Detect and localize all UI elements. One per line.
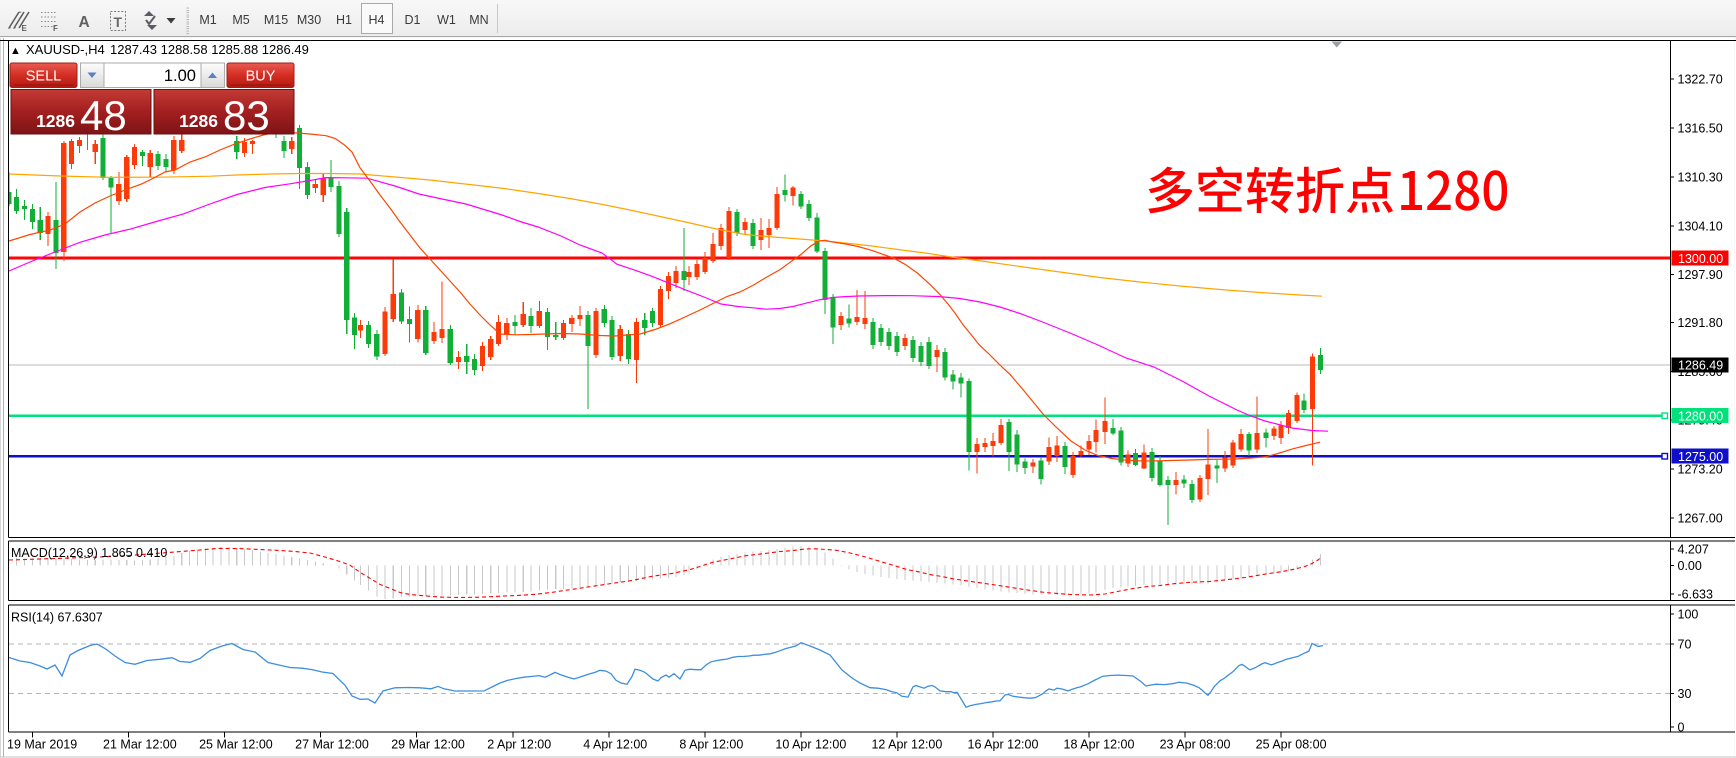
svg-text:1300.00: 1300.00 [1678,252,1723,266]
svg-text:H1: H1 [336,13,352,27]
svg-text:F: F [53,24,58,33]
svg-text:1304.10: 1304.10 [1678,219,1723,233]
svg-text:0.00: 0.00 [1678,559,1702,573]
svg-text:E: E [22,24,28,33]
svg-text:1267.00: 1267.00 [1678,511,1723,525]
svg-text:12 Apr 12:00: 12 Apr 12:00 [871,738,942,752]
svg-text:M1: M1 [199,13,216,27]
svg-text:MACD(12,26,9) 1.865 0.410: MACD(12,26,9) 1.865 0.410 [11,546,167,560]
svg-text:10 Apr 12:00: 10 Apr 12:00 [775,738,846,752]
svg-text:100: 100 [1678,608,1699,622]
svg-text:RSI(14) 67.6307: RSI(14) 67.6307 [11,611,103,625]
svg-text:1286: 1286 [36,111,75,131]
svg-text:SELL: SELL [26,69,61,85]
svg-text:29 Mar 12:00: 29 Mar 12:00 [391,738,465,752]
svg-text:30: 30 [1678,687,1692,701]
svg-text:4 Apr 12:00: 4 Apr 12:00 [583,738,647,752]
svg-text:1.00: 1.00 [164,67,196,85]
svg-text:23 Apr 08:00: 23 Apr 08:00 [1160,738,1231,752]
svg-text:19 Mar 2019: 19 Mar 2019 [7,738,77,752]
svg-text:4.207: 4.207 [1678,543,1709,557]
svg-text:XAUUSD-,H4: XAUUSD-,H4 [26,42,105,57]
svg-text:1273.20: 1273.20 [1678,463,1723,477]
svg-text:M15: M15 [264,13,288,27]
svg-text:18 Apr 12:00: 18 Apr 12:00 [1064,738,1135,752]
svg-text:0: 0 [1678,721,1685,735]
svg-text:A: A [79,14,90,31]
svg-text:MN: MN [469,13,488,27]
svg-text:H4: H4 [369,13,385,27]
svg-text:1287.43 1288.58 1285.88 1286.4: 1287.43 1288.58 1285.88 1286.49 [110,42,309,57]
svg-text:21 Mar 12:00: 21 Mar 12:00 [103,738,177,752]
svg-text:2 Apr 12:00: 2 Apr 12:00 [487,738,551,752]
svg-text:83: 83 [223,92,270,139]
svg-text:8 Apr 12:00: 8 Apr 12:00 [679,738,743,752]
svg-text:1280.00: 1280.00 [1678,410,1723,424]
svg-text:25 Mar 12:00: 25 Mar 12:00 [199,738,273,752]
svg-text:48: 48 [80,92,127,139]
svg-text:BUY: BUY [246,69,276,85]
svg-text:16 Apr 12:00: 16 Apr 12:00 [968,738,1039,752]
svg-text:25 Apr 08:00: 25 Apr 08:00 [1256,738,1327,752]
svg-text:T: T [114,14,123,30]
svg-text:1275.00: 1275.00 [1678,450,1723,464]
svg-text:27 Mar 12:00: 27 Mar 12:00 [295,738,369,752]
svg-text:1291.80: 1291.80 [1678,316,1723,330]
svg-text:1316.50: 1316.50 [1678,122,1723,136]
svg-text:M30: M30 [297,13,321,27]
svg-text:D1: D1 [405,13,421,27]
svg-text:70: 70 [1678,638,1692,652]
svg-text:1286.49: 1286.49 [1678,359,1723,373]
svg-text:1322.70: 1322.70 [1678,73,1723,87]
svg-text:1310.30: 1310.30 [1678,171,1723,185]
svg-text:▲: ▲ [10,45,21,57]
svg-text:1297.90: 1297.90 [1678,268,1723,282]
svg-text:W1: W1 [437,13,456,27]
svg-text:1286: 1286 [179,111,218,131]
svg-text:M5: M5 [232,13,249,27]
svg-text:-6.633: -6.633 [1678,588,1713,602]
